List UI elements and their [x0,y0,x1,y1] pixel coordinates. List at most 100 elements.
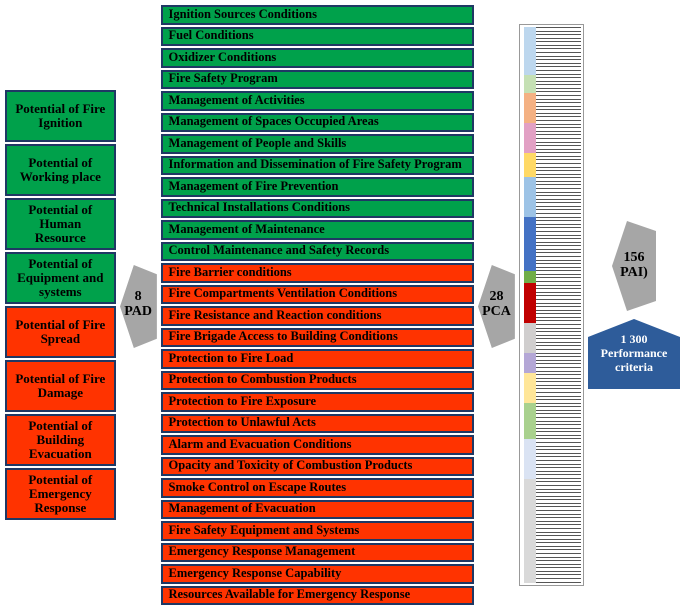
pai-line [536,506,581,507]
pai-segment [524,479,536,583]
pca-item: Management of Activities [161,91,475,111]
pai-line [536,571,581,572]
pai-segment [524,283,536,323]
pai-line [536,131,581,132]
pai-segment [524,373,536,403]
pai-line [536,410,581,411]
pai-line [536,252,581,253]
pai-segment [524,177,536,217]
pai-line [536,95,581,96]
pai-line [536,492,581,493]
pai-line [536,567,581,568]
pai-line [536,582,581,583]
pai-line [536,310,581,311]
pai-line [536,328,581,329]
pai-line [536,435,581,436]
pai-segment [524,217,536,271]
pai-line [536,378,581,379]
pai-line [536,170,581,171]
pai-line [536,84,581,85]
perf-line3: criteria [615,360,653,374]
pai-line [536,138,581,139]
pai-line [536,564,581,565]
pca-item: Fire Safety Program [161,70,475,90]
pai-line [536,464,581,465]
pai-line [536,449,581,450]
pai-line [536,428,581,429]
pai-line [536,381,581,382]
pai-line [536,77,581,78]
pad-item: Potential of Fire Spread [5,306,116,358]
pai-line [536,367,581,368]
pai-line [536,363,581,364]
pai-line [536,446,581,447]
pai-segment [524,27,536,75]
pai-column [519,24,584,586]
pad-item: Potential of Fire Ignition [5,90,116,142]
pai-line [536,528,581,529]
pai-line [536,242,581,243]
pai-line [536,292,581,293]
pai-line [536,560,581,561]
pai-line [536,535,581,536]
pai-segment [524,271,536,283]
pca-item: Management of Fire Prevention [161,177,475,197]
pai-line [536,213,581,214]
pca-item: Ignition Sources Conditions [161,5,475,25]
pai-line [536,489,581,490]
pai-line [536,335,581,336]
arrow-pai-count: 156 [623,250,644,265]
pai-line [536,134,581,135]
pai-line [536,396,581,397]
pai-line [536,127,581,128]
pai-line [536,303,581,304]
pca-item: Fire Barrier conditions [161,263,475,283]
pca-item: Management of People and Skills [161,134,475,154]
pai-line [536,453,581,454]
pai-line [536,499,581,500]
pai-line [536,202,581,203]
pad-item: Potential of Emergency Response [5,468,116,520]
pai-line [536,199,581,200]
pai-line [536,66,581,67]
pai-line [536,70,581,71]
right-column: 156 PAI) 1 300 Performance criteria [588,221,680,389]
arrow-pca-label: PCA [482,304,511,319]
pai-line [536,295,581,296]
pai-line [536,27,581,28]
pai-line [536,532,581,533]
pai-line [536,285,581,286]
pai-line [536,159,581,160]
pai-line [536,399,581,400]
pai-line [536,227,581,228]
perf-line1: 1 300 [620,332,647,346]
pai-segment [524,93,536,123]
pca-item: Management of Maintenance [161,220,475,240]
pai-line [536,514,581,515]
pai-line [536,574,581,575]
pca-item: Resources Available for Emergency Respon… [161,586,475,606]
pai-segment [524,323,536,353]
pca-item: Protection to Fire Load [161,349,475,369]
pai-line [536,313,581,314]
pai-line [536,342,581,343]
arrow-pad-count: 8 [135,289,142,304]
pai-line [536,549,581,550]
pai-line [536,206,581,207]
pai-line [536,235,581,236]
pai-line [536,431,581,432]
pad-item: Potential of Human Resource [5,198,116,250]
pai-line [536,345,581,346]
pai-line [536,406,581,407]
pai-line [536,485,581,486]
pai-line [536,277,581,278]
pai-line [536,174,581,175]
pca-item: Fire Safety Equipment and Systems [161,521,475,541]
pai-line [536,74,581,75]
pai-line [536,270,581,271]
pai-line [536,471,581,472]
pai-line [536,353,581,354]
pai-line [536,388,581,389]
pai-line [536,539,581,540]
pai-line [536,120,581,121]
